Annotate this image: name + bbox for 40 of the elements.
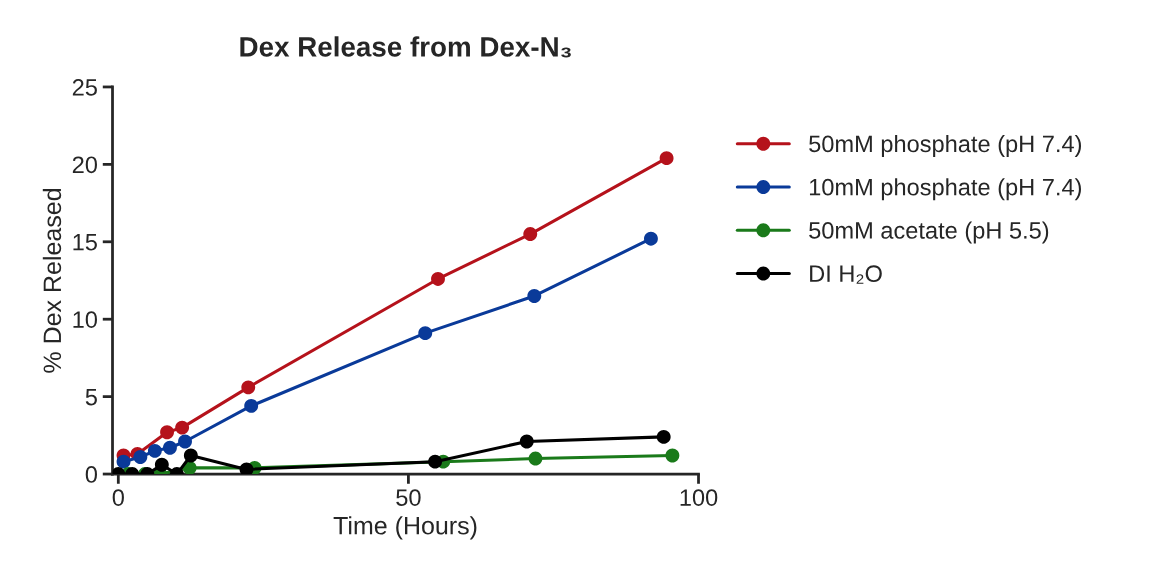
y-tick-label: 0 bbox=[85, 466, 98, 483]
point bbox=[244, 398, 259, 413]
legend-label: DI H₂O bbox=[810, 265, 882, 284]
point bbox=[659, 151, 674, 166]
point bbox=[116, 454, 131, 469]
point bbox=[241, 380, 256, 395]
point bbox=[183, 448, 198, 463]
point bbox=[178, 434, 192, 449]
chart-title: Dex Release from Dex-N₃ bbox=[240, 36, 571, 58]
point bbox=[428, 454, 443, 469]
point bbox=[147, 443, 162, 458]
x-axis-title: Time (Hours) bbox=[333, 516, 477, 540]
point bbox=[665, 448, 680, 463]
x-tick-label: 100 bbox=[680, 489, 718, 506]
point bbox=[519, 434, 534, 449]
point bbox=[182, 460, 197, 475]
point bbox=[528, 451, 543, 466]
point bbox=[523, 227, 538, 241]
y-tick-label: 20 bbox=[72, 156, 98, 174]
y-tick-label: 5 bbox=[85, 388, 97, 406]
y-axis-title: % Dex Released bbox=[42, 189, 62, 373]
point bbox=[154, 457, 169, 472]
point bbox=[431, 272, 445, 286]
point bbox=[160, 425, 174, 440]
x-tick-label: 0 bbox=[112, 489, 124, 506]
legend-label: 10mM phosphate (pH 7.4) bbox=[809, 178, 1081, 201]
legend-label: 50mM acetate (pH 5.5) bbox=[809, 221, 1049, 244]
point bbox=[656, 429, 671, 444]
y-tick-label: 15 bbox=[73, 234, 97, 251]
point bbox=[133, 450, 148, 464]
point bbox=[527, 289, 542, 303]
legend-label: 50mM phosphate (pH 7.4) bbox=[809, 134, 1081, 157]
point bbox=[643, 231, 658, 246]
point bbox=[175, 420, 190, 435]
point bbox=[239, 462, 254, 475]
y-tick-label: 25 bbox=[72, 79, 97, 96]
y-tick-label: 10 bbox=[73, 311, 98, 328]
x-tick-label: 50 bbox=[396, 489, 421, 506]
point bbox=[418, 326, 433, 341]
point bbox=[163, 440, 177, 455]
